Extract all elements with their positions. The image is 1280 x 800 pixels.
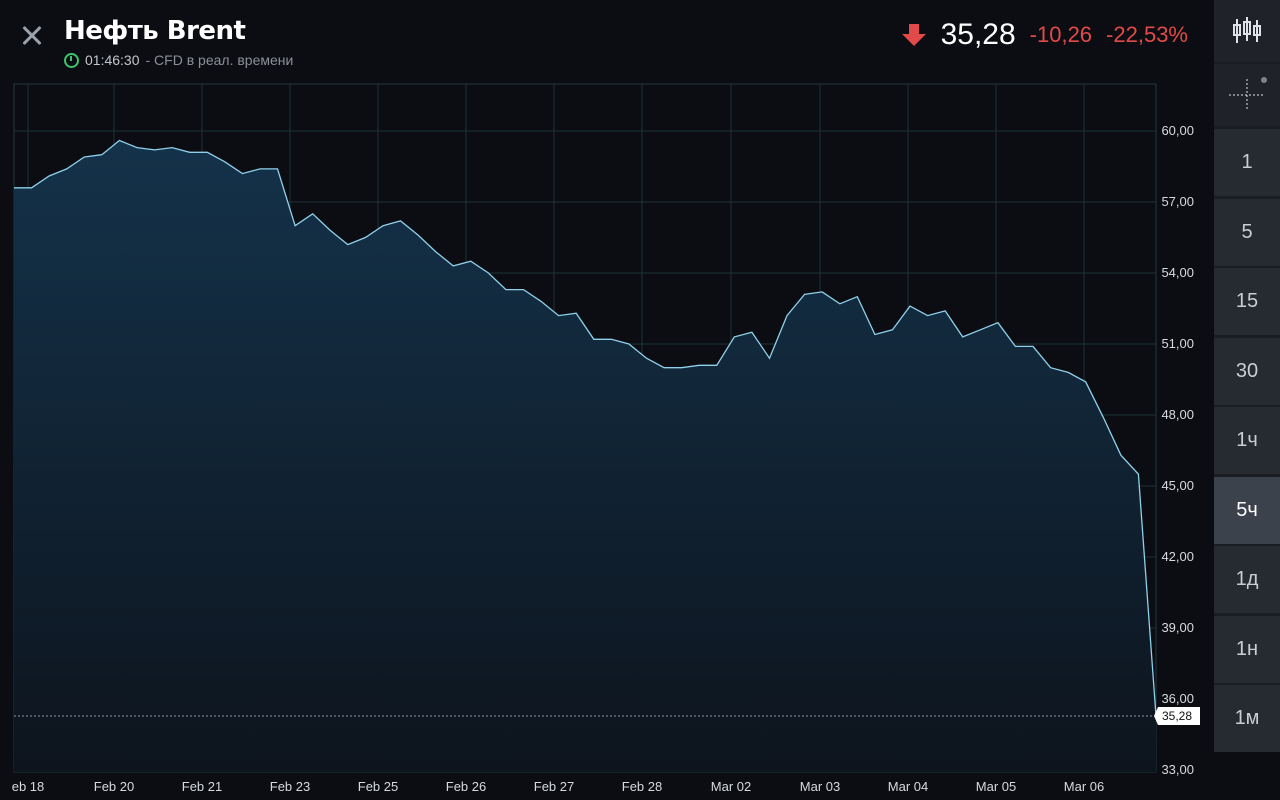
last-price-label: 35,28	[1162, 709, 1192, 723]
timeframe-button[interactable]: 1д	[1214, 546, 1280, 613]
price-chart[interactable]: 60,00 57,00 54,00 51,00 48,00 45,00 42,00 39,00…	[0, 0, 1214, 800]
x-tick-label: Mar 04	[888, 779, 928, 794]
subtitle: 01:46:30 - CFD в реал. времени	[64, 52, 293, 68]
x-tick-label: Mar 03	[800, 779, 840, 794]
x-tick-label: Feb 23	[270, 779, 310, 794]
current-price: 35,28	[940, 18, 1016, 51]
x-tick-label: Feb 21	[182, 779, 222, 794]
timeframe-button[interactable]: 1н	[1214, 615, 1280, 683]
timeframe-button[interactable]: 5ч	[1214, 476, 1280, 544]
toolbar: 1 5 15 30 1ч 5ч 1д 1н 1м	[1214, 0, 1280, 752]
price-change-percent: -22,53%	[1106, 22, 1188, 47]
timeframe-button[interactable]: 1ч	[1214, 407, 1280, 474]
x-tick-label: Mar 02	[711, 779, 751, 794]
timeframe-button[interactable]: 1м	[1214, 685, 1280, 752]
y-tick-label: 36,00	[1161, 691, 1194, 706]
y-tick-label: 60,00	[1161, 123, 1194, 138]
y-tick-label: 51,00	[1161, 336, 1194, 351]
instrument-title: Нефть Brent	[64, 16, 246, 46]
crosshair-button[interactable]	[1214, 64, 1280, 126]
x-tick-label: Feb 27	[534, 779, 574, 794]
price-line	[14, 139, 1157, 717]
price-change: -10,26	[1029, 22, 1093, 47]
update-time: 01:46:30	[85, 52, 140, 68]
subtitle-suffix: - CFD в реал. времени	[145, 52, 294, 68]
x-tick-label: Feb 28	[622, 779, 662, 794]
y-tick-label: 54,00	[1161, 265, 1194, 280]
last-price-badge: 35,28	[1154, 707, 1200, 726]
x-tick-label: Feb 26	[446, 779, 486, 794]
crosshair-icon	[1229, 77, 1267, 111]
candlestick-icon	[1233, 17, 1261, 43]
y-tick-label: 48,00	[1161, 407, 1194, 422]
y-tick-label: 33,00	[1161, 762, 1194, 777]
down-arrow-icon	[901, 24, 926, 46]
x-tick-label: Mar 05	[976, 779, 1016, 794]
x-tick-label: Feb 25	[358, 779, 398, 794]
y-tick-label: 42,00	[1161, 549, 1194, 564]
timeframe-button[interactable]: 5	[1214, 198, 1280, 266]
y-tick-label: 57,00	[1161, 194, 1194, 209]
timeframe-button[interactable]: 15	[1214, 268, 1280, 335]
x-tick-label: eb 18	[12, 779, 45, 794]
x-tick-label: Feb 20	[94, 779, 134, 794]
timeframe-button[interactable]: 1	[1214, 129, 1280, 196]
y-tick-label: 39,00	[1161, 620, 1194, 635]
x-tick-label: Mar 06	[1064, 779, 1104, 794]
clock-icon	[64, 52, 79, 68]
quote-summary: 35,28 -10,26 -22,53%	[901, 18, 1188, 52]
candles-icon-button[interactable]	[1214, 0, 1280, 62]
y-tick-label: 45,00	[1161, 478, 1194, 493]
price-area	[14, 140, 1156, 772]
timeframe-button[interactable]: 30	[1214, 337, 1280, 405]
